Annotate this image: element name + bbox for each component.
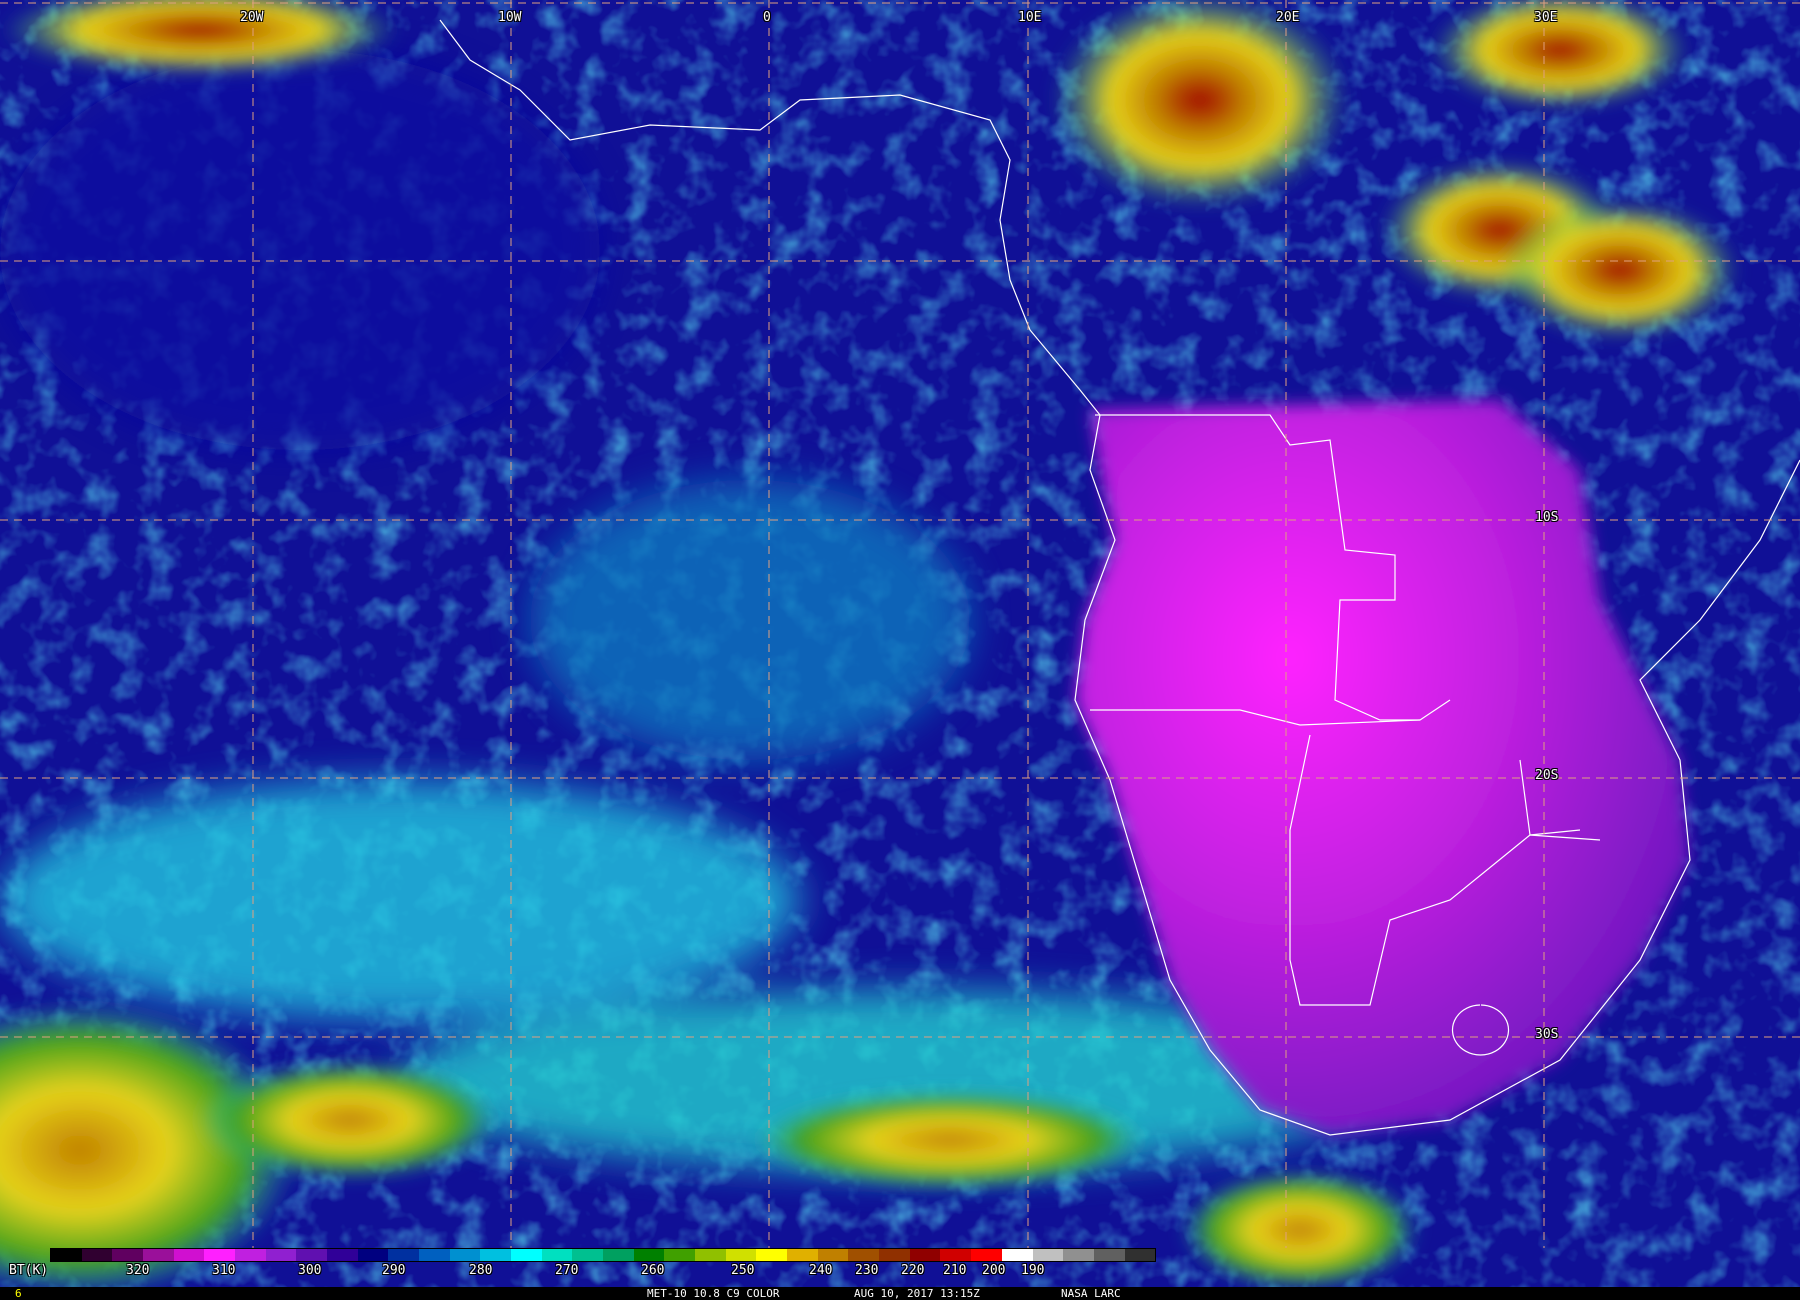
colorbar-tick-label: 220 xyxy=(901,1263,925,1278)
footer-bar: 6 MET-10 10.8 C9 COLOR AUG 10, 2017 13:1… xyxy=(0,1287,1800,1300)
lon-label-10e: 10E xyxy=(1018,10,1042,25)
colorbar-tick-label: 310 xyxy=(212,1263,236,1278)
colorbar-swatch xyxy=(449,1249,481,1261)
colorbar-swatch xyxy=(633,1249,665,1261)
colorbar-swatch xyxy=(81,1249,113,1261)
colorbar-tick-label: 210 xyxy=(943,1263,967,1278)
colorbar-swatch xyxy=(971,1249,1002,1261)
colorbar-swatch xyxy=(112,1249,144,1261)
colorbar-tick-label: 270 xyxy=(555,1263,579,1278)
colorbar-tick-label: 260 xyxy=(641,1263,665,1278)
colorbar-tick-label: 280 xyxy=(469,1263,493,1278)
country-boundaries xyxy=(439,19,1800,1136)
colorbar-tick-label: 290 xyxy=(382,1263,406,1278)
colorbar-swatch xyxy=(664,1249,696,1261)
colorbar-swatch xyxy=(511,1249,542,1261)
colorbar-tick-label: 320 xyxy=(126,1263,150,1278)
colorbar-swatch xyxy=(235,1249,266,1261)
colorbar xyxy=(50,1248,1156,1262)
colorbar-swatch xyxy=(1124,1249,1156,1261)
lat-lon-grid xyxy=(0,0,1800,1248)
colorbar-swatch xyxy=(327,1249,358,1261)
colorbar-swatch xyxy=(848,1249,880,1261)
colorbar-unit-label: BT(K) xyxy=(9,1263,49,1278)
datetime-label: AUG 10, 2017 13:15Z xyxy=(854,1287,980,1300)
colorbar-swatch xyxy=(940,1249,972,1261)
lon-label-20e: 20E xyxy=(1276,10,1300,25)
colorbar-swatch xyxy=(603,1249,634,1261)
colorbar-swatch xyxy=(265,1249,297,1261)
colorbar-swatch xyxy=(787,1249,818,1261)
product-label: MET-10 10.8 C9 COLOR xyxy=(647,1287,780,1300)
colorbar-swatch xyxy=(143,1249,174,1261)
colorbar-swatch xyxy=(480,1249,512,1261)
colorbar-swatch xyxy=(357,1249,389,1261)
colorbar-swatch xyxy=(388,1249,420,1261)
lon-label-0: 0 xyxy=(763,10,771,25)
cold-cloud-tops xyxy=(0,0,1740,1300)
lat-label-20s: 20S xyxy=(1535,768,1559,783)
colorbar-tick-label: 190 xyxy=(1021,1263,1045,1278)
colorbar-swatch xyxy=(695,1249,726,1261)
colorbar-tick-label: 300 xyxy=(298,1263,322,1278)
colorbar-swatch xyxy=(541,1249,573,1261)
colorbar-swatch xyxy=(572,1249,604,1261)
lon-label-10w: 10W xyxy=(498,10,522,25)
colorbar-swatch xyxy=(204,1249,236,1261)
colorbar-swatch xyxy=(51,1249,82,1261)
lon-label-20w: 20W xyxy=(240,10,264,25)
colorbar-swatch xyxy=(909,1249,941,1261)
colorbar-swatch xyxy=(879,1249,910,1261)
colorbar-tick-label: 200 xyxy=(982,1263,1006,1278)
lat-label-30s: 30S xyxy=(1535,1027,1559,1042)
southern-africa-land xyxy=(1075,400,1690,1135)
colorbar-tick-label: 240 xyxy=(809,1263,833,1278)
colorbar-tick-label: 250 xyxy=(731,1263,755,1278)
colorbar-swatch xyxy=(1063,1249,1094,1261)
colorbar-swatch xyxy=(419,1249,450,1261)
lon-label-30e: 30E xyxy=(1534,10,1558,25)
credit-label: NASA LARC xyxy=(1061,1287,1121,1300)
colorbar-swatch xyxy=(1001,1249,1033,1261)
lat-label-10s: 10S xyxy=(1535,510,1559,525)
colorbar-swatch xyxy=(1032,1249,1064,1261)
colorbar-tick-label: 230 xyxy=(855,1263,879,1278)
colorbar-swatch xyxy=(173,1249,205,1261)
colorbar-swatch xyxy=(725,1249,757,1261)
frame-number: 6 xyxy=(15,1287,22,1300)
colorbar-swatch xyxy=(756,1249,788,1261)
colorbar-swatch xyxy=(1093,1249,1125,1261)
colorbar-swatch xyxy=(817,1249,849,1261)
colorbar-swatch xyxy=(296,1249,328,1261)
